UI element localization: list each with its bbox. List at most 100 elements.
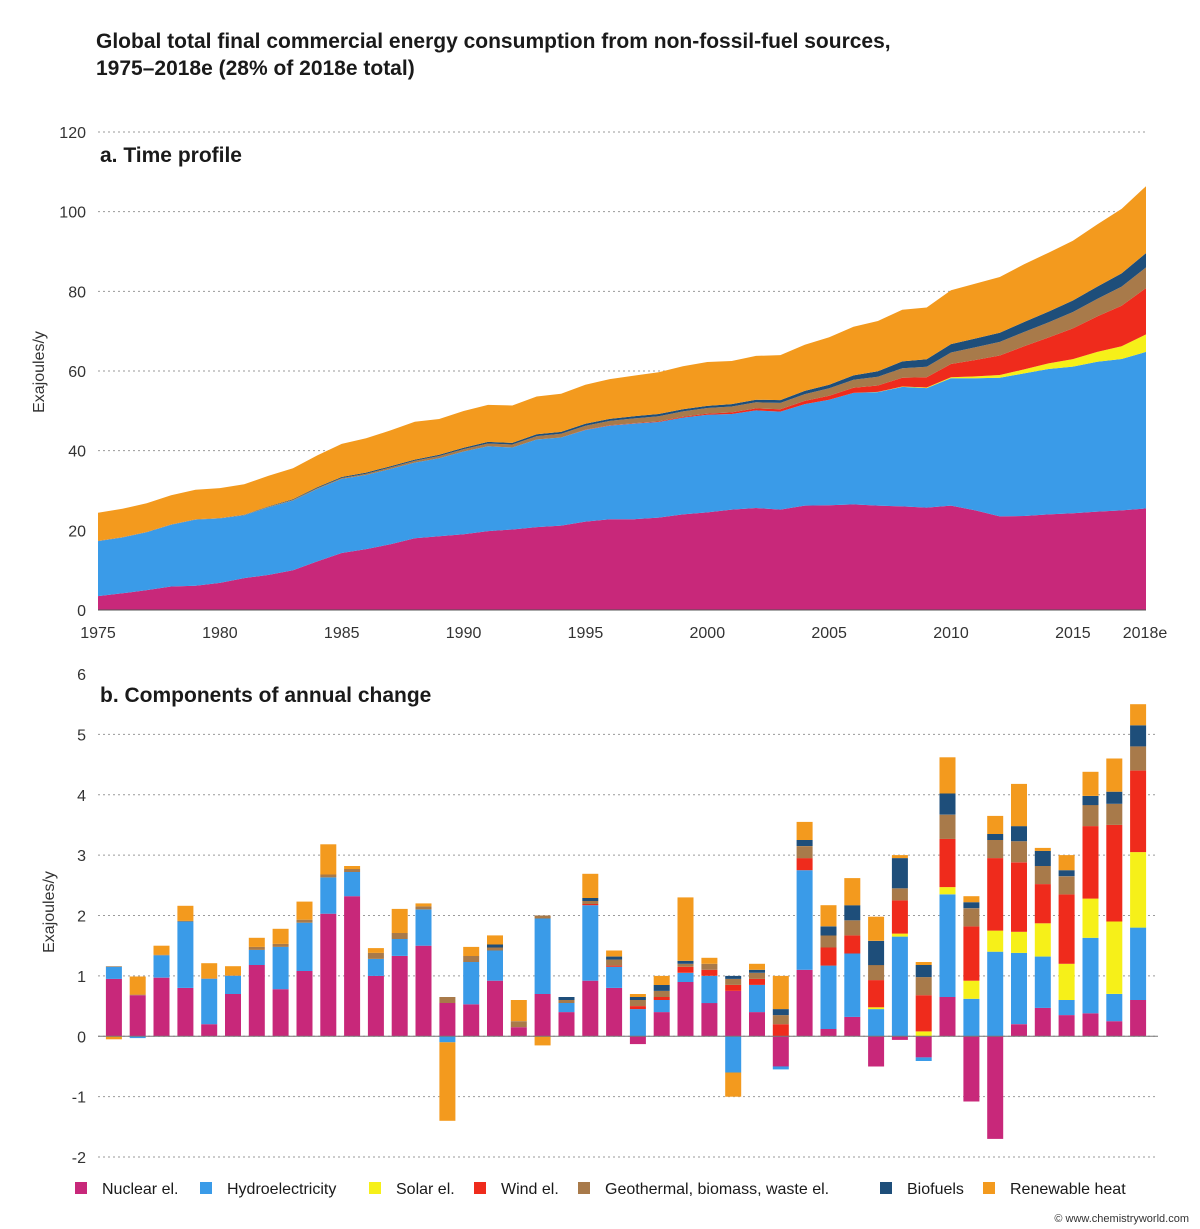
chart-title-line-1: Global total final commercial energy con… [96, 30, 891, 53]
bar-segment-wind [1034, 884, 1051, 924]
bar-segment-heat [487, 935, 503, 945]
bar-segment-nuclear [796, 969, 813, 1037]
bar-segment-heat [463, 946, 480, 956]
legend-swatch-hydro [200, 1182, 212, 1194]
bar-segment-hydro [105, 966, 122, 979]
bar-segment-biofuels [868, 940, 885, 966]
x-tick-label-a: 2000 [690, 625, 726, 642]
bar-segment-wind [939, 838, 956, 888]
bar-segment-heat [1082, 771, 1099, 796]
bar-segment-heat [391, 908, 408, 933]
bar-segment-hydro [320, 877, 337, 914]
bar-segment-nuclear [915, 1036, 932, 1058]
bar-segment-geo [772, 1015, 789, 1025]
bar-segment-geo [891, 888, 908, 901]
x-tick-label-a: 1980 [202, 625, 238, 642]
chart-title: Global total final commercial energy con… [96, 28, 891, 82]
bar-segment-heat [415, 903, 432, 907]
bar-segment-heat [534, 1036, 551, 1046]
bar-segment-heat [272, 928, 289, 944]
legend-swatch-biofuels [880, 1182, 892, 1194]
bar-segment-wind [820, 947, 837, 966]
x-tick-label-a: 2005 [811, 625, 847, 642]
bar-segment-nuclear [248, 965, 265, 1037]
bar-segment-nuclear [725, 991, 742, 1037]
bar-segment-wind [963, 926, 980, 981]
legend-label-geo: Geothermal, biomass, waste el. [605, 1181, 829, 1198]
bar-segment-hydro [1106, 994, 1123, 1022]
bar-segment-geo [868, 965, 885, 981]
bar-segment-nuclear [510, 1027, 527, 1037]
bar-segment-solar [963, 980, 980, 999]
bar-segment-wind [868, 980, 885, 1008]
bar-segment-hydro [796, 870, 813, 970]
bar-segment-hydro [1082, 937, 1099, 1014]
bar-segment-geo [463, 956, 480, 962]
bar-segment-geo [201, 978, 218, 979]
bar-segment-nuclear [463, 1004, 480, 1037]
bar-segment-geo [272, 943, 289, 947]
bar-segment-hydro [963, 998, 980, 1037]
bar-segment-biofuels [558, 997, 575, 1000]
bar-segment-geo [248, 946, 265, 950]
bar-segment-solar [1082, 898, 1099, 938]
bar-segment-geo [1011, 841, 1027, 863]
bar-segment-heat [1011, 783, 1027, 827]
bar-segment-solar [1130, 852, 1147, 928]
bar-segment-heat [344, 866, 361, 869]
bar-segment-biofuels [677, 960, 694, 964]
legend-swatch-solar [369, 1182, 381, 1194]
bar-segment-heat [201, 963, 218, 979]
y-tick-label-a: 100 [59, 205, 86, 222]
x-tick-label-a: 2015 [1055, 625, 1091, 642]
bar-segment-wind [987, 858, 1004, 931]
bar-segment-geo [320, 874, 337, 878]
bar-segment-biofuels [629, 997, 646, 1000]
bar-segment-nuclear [677, 981, 694, 1037]
legend-label-solar: Solar el. [396, 1181, 455, 1198]
bar-segment-wind [796, 858, 813, 871]
bar-segment-wind [701, 969, 718, 976]
bar-segment-nuclear [1106, 1021, 1123, 1037]
bar-segment-heat [796, 821, 813, 840]
legend-swatch-heat [983, 1182, 995, 1194]
bar-segment-solar [868, 1007, 885, 1010]
bar-segment-heat [725, 1072, 742, 1097]
y-tick-label-b: 6 [77, 667, 86, 684]
bar-segment-geo [534, 915, 551, 919]
bar-segment-nuclear [868, 1036, 885, 1067]
bar-segment-hydro [439, 1036, 456, 1043]
bar-segment-heat [296, 901, 313, 920]
x-tick-label-a: 1985 [324, 625, 360, 642]
y-tick-label-a: 60 [68, 364, 86, 381]
bar-segment-heat [915, 962, 932, 965]
bar-segment-nuclear [1082, 1013, 1099, 1037]
bar-segment-geo [129, 994, 146, 996]
bar-segment-heat [963, 896, 980, 903]
bar-segment-hydro [987, 951, 1004, 1037]
bar-segment-solar [939, 887, 956, 895]
bar-segment-geo [1106, 803, 1123, 825]
bar-segment-wind [582, 904, 599, 906]
bar-segment-biofuels [653, 984, 670, 991]
bar-segment-biofuels [915, 965, 932, 978]
bar-segment-hydro [606, 966, 623, 988]
bar-segment-biofuels [487, 944, 503, 948]
bar-segment-heat [510, 1000, 527, 1022]
chart-title-line-2: 1975–2018e (28% of 2018e total) [96, 57, 415, 80]
bar-segment-hydro [1130, 927, 1147, 1000]
bar-segment-nuclear [987, 1036, 1004, 1139]
area-heat [98, 186, 1146, 541]
bar-segment-geo [796, 846, 813, 859]
bar-segment-hydro [201, 978, 218, 1025]
bar-segment-heat [606, 950, 623, 957]
bar-segment-solar [987, 930, 1004, 952]
bar-segment-biofuels [1034, 850, 1051, 866]
bar-segment-nuclear [1130, 1000, 1147, 1037]
bar-segment-biofuels [772, 1009, 789, 1016]
bar-segment-wind [725, 984, 742, 991]
bar-segment-geo [653, 991, 670, 997]
x-tick-label-a: 1995 [568, 625, 604, 642]
bar-segment-hydro [391, 939, 408, 956]
